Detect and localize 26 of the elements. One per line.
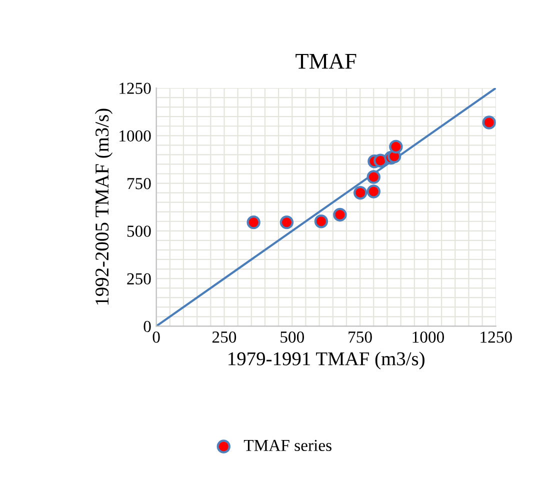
y-tick-label: 1000 [120, 130, 151, 142]
legend-label: TMAF series [244, 440, 332, 452]
y-tick-label: 0 [144, 320, 151, 332]
point [246, 215, 260, 230]
x-tick-label: 750 [348, 332, 372, 343]
y-tick-label: 250 [127, 273, 151, 284]
x-axis-title: 1979-1991 TMAF (m3/s) [228, 352, 424, 370]
y-tick-label: 1250 [120, 82, 151, 94]
point [314, 214, 328, 228]
y-axis-title: 1992-2005 TMAF (m3/s) [94, 108, 113, 305]
y-tick-label: 750 [128, 178, 151, 190]
x-tick-label: 1250 [480, 332, 512, 343]
point [366, 184, 380, 198]
x-tick-label: 1000 [412, 332, 444, 343]
point [353, 186, 368, 200]
x-tick-label: 500 [280, 332, 304, 343]
x-tick-label: 0 [152, 332, 160, 343]
point [280, 215, 294, 230]
point [366, 170, 380, 184]
point [374, 154, 388, 168]
chart-title: TMAF [296, 54, 356, 69]
y-tick-label: 500 [127, 226, 151, 237]
point [389, 140, 403, 154]
point [482, 116, 496, 130]
x-tick-label: 250 [212, 332, 236, 343]
point [333, 208, 347, 222]
